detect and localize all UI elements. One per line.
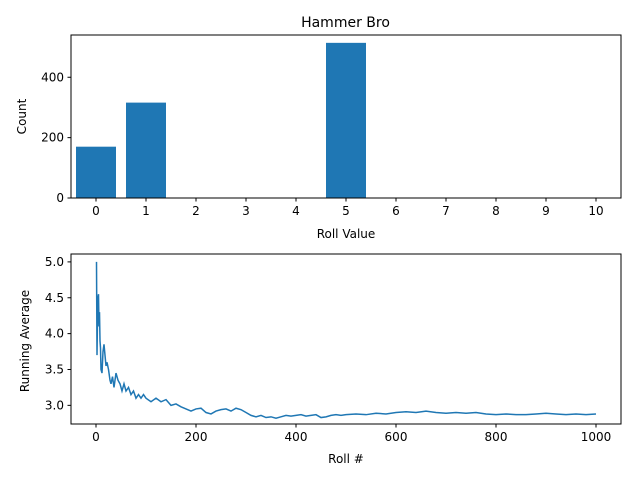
y-tick-label: 0 xyxy=(56,191,64,205)
x-axis-label-bottom: Roll # xyxy=(328,452,364,466)
running-average-line-chart: 0 200 400 600 800 1000 3.0 3.5 4.0 4.5 5.0 Roll #… xyxy=(18,253,622,466)
x-tick-label: 3 xyxy=(242,204,250,218)
x-tick-label: 5 xyxy=(342,204,350,218)
x-tick-label: 0 xyxy=(92,204,100,218)
bar-5 xyxy=(326,42,366,199)
x-tick-label: 400 xyxy=(285,430,308,444)
x-tick-label: 200 xyxy=(185,430,208,444)
x-axis-label-top: Roll Value xyxy=(317,227,376,241)
y-tick-label: 5.0 xyxy=(45,255,64,269)
y-ticks-top: 0 200 400 xyxy=(41,70,71,205)
x-tick-label: 600 xyxy=(385,430,408,444)
y-tick-label: 400 xyxy=(41,70,64,84)
y-tick-label: 3.5 xyxy=(45,362,64,376)
chart-title: Hammer Bro xyxy=(301,15,390,31)
y-ticks-bottom: 3.0 3.5 4.0 4.5 5.0 xyxy=(45,255,71,412)
bar-group xyxy=(76,42,366,199)
bar-0 xyxy=(76,146,116,198)
x-tick-label: 2 xyxy=(192,204,200,218)
x-ticks-bottom: 0 200 400 600 800 1000 xyxy=(92,424,611,444)
y-tick-label: 200 xyxy=(41,131,64,145)
x-tick-label: 7 xyxy=(442,204,450,218)
x-tick-label: 1 xyxy=(142,204,150,218)
y-axis-label-top: Count xyxy=(15,98,29,134)
roll-value-bar-chart: Hammer Bro 0 1 2 3 4 5 6 7 8 9 10 0 200 400 Roll Val… xyxy=(15,15,622,241)
y-tick-label: 4.5 xyxy=(45,291,64,305)
x-tick-label: 800 xyxy=(485,430,508,444)
x-tick-label: 0 xyxy=(92,430,100,444)
x-tick-label: 1000 xyxy=(581,430,612,444)
running-average-line xyxy=(95,261,597,420)
x-tick-label: 6 xyxy=(392,204,400,218)
x-tick-label: 4 xyxy=(292,204,300,218)
y-axis-label-bottom: Running Average xyxy=(18,290,32,392)
x-ticks-top: 0 1 2 3 4 5 6 7 8 9 10 xyxy=(92,198,604,218)
x-tick-label: 8 xyxy=(492,204,500,218)
plot-frame-bottom xyxy=(70,253,622,425)
y-tick-label: 3.0 xyxy=(45,398,64,412)
x-tick-label: 9 xyxy=(542,204,550,218)
x-tick-label: 10 xyxy=(588,204,603,218)
bar-1 xyxy=(126,102,166,198)
y-tick-label: 4.0 xyxy=(45,327,64,341)
